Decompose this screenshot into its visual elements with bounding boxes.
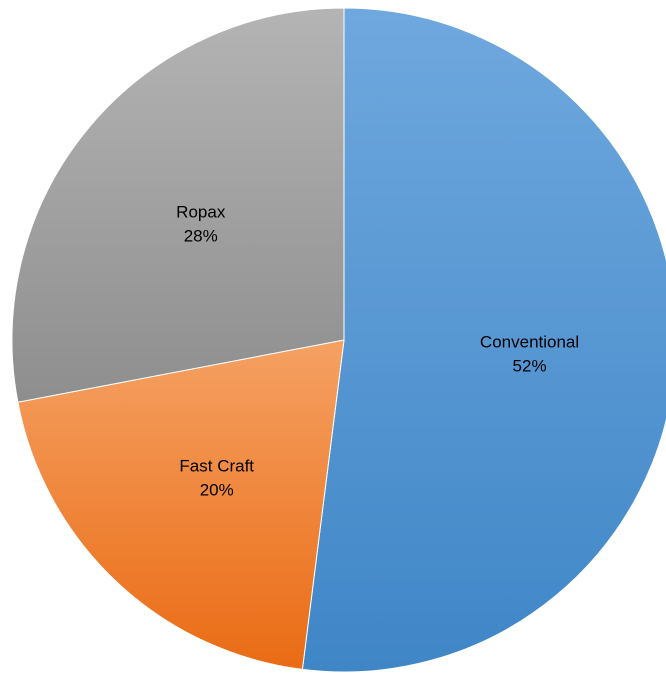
data-label-ropax: Ropax 28% bbox=[176, 202, 226, 245]
slice-category-label: Fast Craft bbox=[179, 457, 254, 476]
pie-slice-conventional bbox=[301, 7, 666, 673]
pie-slice-fast-craft bbox=[17, 339, 345, 670]
slice-category-label: Conventional bbox=[480, 333, 579, 352]
slice-category-label: Ropax bbox=[176, 202, 226, 221]
pie-slice-ropax bbox=[11, 7, 345, 403]
data-label-conventional: Conventional 52% bbox=[480, 333, 579, 376]
slice-percent-label: 52% bbox=[513, 357, 547, 376]
slice-percent-label: 20% bbox=[200, 481, 234, 500]
slice-percent-label: 28% bbox=[184, 226, 218, 245]
data-label-fast-craft: Fast Craft 20% bbox=[179, 457, 254, 500]
